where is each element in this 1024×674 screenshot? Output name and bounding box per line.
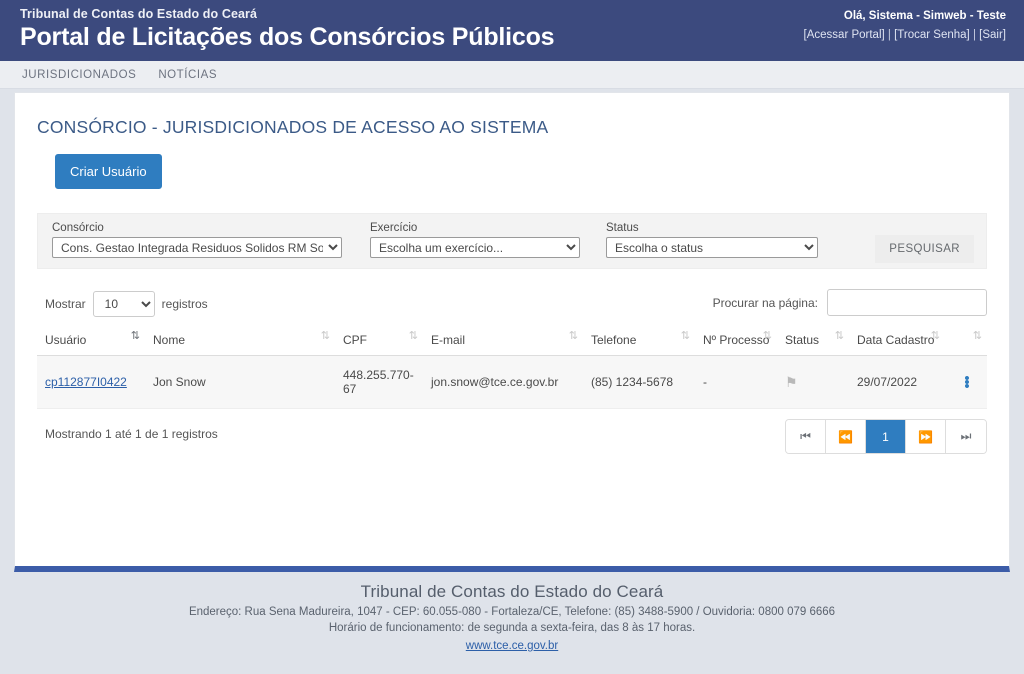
pagination-previous-button[interactable]: ⏪ <box>826 420 866 453</box>
show-entries-control: Mostrar 10 registros <box>45 291 208 317</box>
column-header-nome[interactable]: ⇅ Nome <box>145 329 335 356</box>
sort-icon-actions[interactable]: ⇅ <box>972 330 982 342</box>
cell-email: jon.snow@tce.ce.gov.br <box>423 355 583 409</box>
column-header-email[interactable]: ⇅ E-mail <box>423 329 583 356</box>
user-links: [Acessar Portal] | [Trocar Senha] | [Sai… <box>804 27 1006 43</box>
sort-icon-telefone[interactable]: ⇅ <box>680 330 690 342</box>
footer-site-link[interactable]: www.tce.ce.gov.br <box>465 640 559 652</box>
page-search-label: Procurar na página: <box>712 295 818 310</box>
flag-icon: ⚑ <box>785 373 798 390</box>
footer-address: Endereço: Rua Sena Madureira, 1047 - CEP… <box>188 606 836 618</box>
show-entries-prefix: Mostrar <box>45 297 86 311</box>
column-label-data-cadastro: Data Cadastro <box>857 333 935 347</box>
table-header-row: ⇅ Usuário ⇅ Nome ⇅ CPF ⇅ E-mail ⇅ Tele <box>37 329 987 356</box>
cell-processo: - <box>695 355 777 409</box>
cell-telefone: (85) 1234-5678 <box>583 355 695 409</box>
column-label-usuario: Usuário <box>45 333 87 347</box>
footer-site: www.tce.ce.gov.br <box>0 640 1024 652</box>
column-label-status: Status <box>785 333 820 347</box>
main-navigation: JURISDICIONADOS NOTÍCIAS <box>0 61 1024 89</box>
cell-data-cadastro: 29/07/2022 <box>849 355 945 409</box>
cell-nome: Jon Snow <box>145 355 335 409</box>
sort-asc-icon[interactable]: ⇅ <box>130 330 140 342</box>
column-header-cpf[interactable]: ⇅ CPF <box>335 329 423 356</box>
acessar-portal-link[interactable]: [Acessar Portal] <box>803 29 885 41</box>
site-header: Tribunal de Contas do Estado do Ceará Po… <box>0 0 1024 61</box>
filter-status-select[interactable]: Escolha o status <box>606 237 818 258</box>
records-info: Mostrando 1 até 1 de 1 registros <box>45 427 218 441</box>
filter-consorcio: Consórcio Cons. Gestao Integrada Residuo… <box>52 222 342 258</box>
sort-icon-cpf[interactable]: ⇅ <box>408 330 418 342</box>
column-header-actions[interactable]: ⇅ <box>945 329 987 356</box>
column-header-status[interactable]: ⇅ Status <box>777 329 849 356</box>
column-label-telefone: Telefone <box>591 333 637 347</box>
column-label-email: E-mail <box>431 333 466 347</box>
cell-usuario: cp112877I0422 <box>37 355 145 409</box>
trocar-senha-link[interactable]: [Trocar Senha] <box>894 29 970 41</box>
show-entries-suffix: registros <box>161 297 208 311</box>
page-search-input[interactable] <box>827 289 987 316</box>
criar-usuario-button[interactable]: Criar Usuário <box>55 154 162 189</box>
main-content-card: CONSÓRCIO - JURISDICIONADOS DE ACESSO AO… <box>14 92 1010 572</box>
page-title: CONSÓRCIO - JURISDICIONADOS DE ACESSO AO… <box>37 117 549 137</box>
sort-icon-nome[interactable]: ⇅ <box>320 330 330 342</box>
brand: Tribunal de Contas do Estado do Ceará Po… <box>20 7 555 52</box>
column-label-cpf: CPF <box>343 333 367 347</box>
link-separator-2: | <box>972 29 976 41</box>
footer-title: Tribunal de Contas do Estado do Ceará <box>360 582 664 601</box>
cell-cpf: 448.255.770-67 <box>335 355 423 409</box>
user-session-box: Olá, Sistema - Simweb - Teste [Acessar P… <box>804 8 1006 43</box>
column-header-usuario[interactable]: ⇅ Usuário <box>37 329 145 356</box>
pesquisar-button[interactable]: PESQUISAR <box>875 235 974 263</box>
users-table: ⇅ Usuário ⇅ Nome ⇅ CPF ⇅ E-mail ⇅ Tele <box>37 329 987 409</box>
filter-consorcio-select[interactable]: Cons. Gestao Integrada Residuos Solidos … <box>52 237 342 258</box>
sort-icon-status[interactable]: ⇅ <box>834 330 844 342</box>
brand-title: Portal de Licitações dos Consórcios Públ… <box>20 23 555 51</box>
sort-icon-email[interactable]: ⇅ <box>568 330 578 342</box>
brand-subtitle: Tribunal de Contas do Estado do Ceará <box>20 7 258 21</box>
filter-consorcio-label: Consórcio <box>52 222 104 234</box>
column-label-processo: Nº Processo <box>703 333 770 347</box>
sort-icon-processo[interactable]: ⇅ <box>762 330 772 342</box>
cell-status: ⚑ <box>777 355 849 409</box>
pagination-page-1-button[interactable]: 1 <box>866 420 906 453</box>
filter-exercicio-select[interactable]: Escolha um exercício... <box>370 237 580 258</box>
column-header-data-cadastro[interactable]: ⇅ Data Cadastro <box>849 329 945 356</box>
filter-status-label: Status <box>606 222 639 234</box>
nav-item-noticias[interactable]: NOTÍCIAS <box>158 68 218 81</box>
column-label-nome: Nome <box>153 333 186 347</box>
cell-actions: • • • <box>945 355 987 409</box>
vertical-dots-icon[interactable]: • • • <box>964 370 970 395</box>
table-row: cp112877I0422 Jon Snow 448.255.770-67 jo… <box>37 355 987 409</box>
pagination: ⏮ ⏪ 1 ⏩ ⏭ <box>785 419 987 454</box>
filter-exercicio: Exercício Escolha um exercício... <box>370 222 580 258</box>
page-footer: Tribunal de Contas do Estado do Ceará En… <box>0 582 1024 652</box>
pagination-last-button[interactable]: ⏭ <box>946 420 986 453</box>
nav-item-jurisdicionados[interactable]: JURISDICIONADOS <box>22 68 137 81</box>
filter-status: Status Escolha o status <box>606 222 818 258</box>
table-footer: Mostrando 1 até 1 de 1 registros ⏮ ⏪ 1 ⏩… <box>37 419 987 459</box>
pagination-first-button[interactable]: ⏮ <box>786 420 826 453</box>
sair-link[interactable]: [Sair] <box>979 29 1006 41</box>
link-separator-1: | <box>887 29 891 41</box>
user-detail-link[interactable]: cp112877I0422 <box>45 375 127 389</box>
table-controls: Mostrar 10 registros Procurar na página: <box>37 287 987 319</box>
page-size-select[interactable]: 10 <box>92 291 155 317</box>
footer-hours: Horário de funcionamento: de segunda a s… <box>328 622 696 634</box>
page-search-control: Procurar na página: <box>713 289 987 316</box>
column-header-processo[interactable]: ⇅ Nº Processo <box>695 329 777 356</box>
user-greeting: Olá, Sistema - Simweb - Teste <box>843 10 1006 22</box>
column-header-telefone[interactable]: ⇅ Telefone <box>583 329 695 356</box>
sort-icon-data-cadastro[interactable]: ⇅ <box>930 330 940 342</box>
pagination-next-button[interactable]: ⏩ <box>906 420 946 453</box>
filter-exercicio-label: Exercício <box>370 222 418 234</box>
filter-panel: Consórcio Cons. Gestao Integrada Residuo… <box>37 213 987 269</box>
